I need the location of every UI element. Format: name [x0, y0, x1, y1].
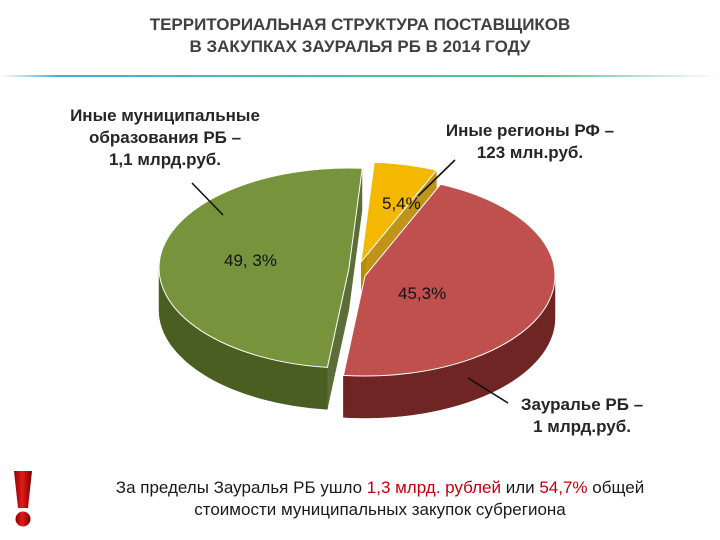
leader-line-other-municipal: [191, 182, 224, 216]
chart-title: ТЕРРИТОРИАЛЬНАЯ СТРУКТУРА ПОСТАВЩИКОВ В …: [0, 14, 720, 58]
pie-slice-other-municipal-cut-face: [327, 268, 349, 410]
pie-slice-other-regions: [360, 161, 438, 264]
exclamation-mark-icon: [14, 471, 32, 527]
summary-text-1: За пределы Зауралья РБ ушло: [115, 478, 367, 497]
summary-text-2: или: [500, 478, 540, 497]
callout-other-regions: Иные регионы РФ – 123 млн.руб.: [400, 120, 660, 164]
title-line-1: ТЕРРИТОРИАЛЬНАЯ СТРУКТУРА ПОСТАВЩИКОВ: [149, 15, 571, 34]
callout-zauralye: Зауралье РБ – 1 млрд.руб.: [492, 394, 672, 438]
summary-line-1: За пределы Зауралья РБ ушло 1,3 млрд. ру…: [40, 477, 720, 499]
pie-slice-other-municipal-cut-face: [349, 168, 363, 310]
summary-percent-highlight: 54,7%: [539, 478, 588, 497]
callout-zauralye-line1: Зауралье РБ –: [520, 395, 644, 414]
summary-note: За пределы Зауралья РБ ушло 1,3 млрд. ру…: [40, 477, 720, 521]
data-label-other-municipal: 49, 3%: [224, 251, 277, 270]
summary-amount-highlight: 1,3 млрд. рублей: [366, 478, 501, 497]
title-divider: [0, 75, 720, 77]
leader-line-other-regions: [417, 159, 456, 197]
pie-slice-zauralye: [342, 183, 556, 377]
summary-text-3: общей: [587, 478, 645, 497]
callout-other-municipal-line3: 1,1 млрд.руб.: [108, 150, 222, 169]
callout-other-regions-line1: Иные регионы РФ –: [445, 121, 615, 140]
callout-other-municipal-line1: Иные муниципальные: [70, 106, 260, 125]
callout-zauralye-line2: 1 млрд.руб.: [533, 417, 631, 436]
callout-other-regions-line2: 123 млн.руб.: [476, 143, 584, 162]
pie-slice-other-municipal: [158, 167, 363, 368]
callout-other-municipal-line2: образования РБ –: [88, 128, 242, 147]
data-label-other-regions: 5,4%: [382, 194, 421, 213]
leader-line-zauralye: [467, 377, 509, 404]
callout-other-municipal: Иные муниципальные образования РБ – 1,1 …: [30, 105, 300, 171]
title-line-2: В ЗАКУПКАХ ЗАУРАЛЬЯ РБ В 2014 ГОДУ: [189, 37, 531, 56]
summary-line-2: стоимости муниципальных закупок субрегио…: [194, 500, 566, 519]
data-label-zauralye: 45,3%: [398, 284, 447, 303]
